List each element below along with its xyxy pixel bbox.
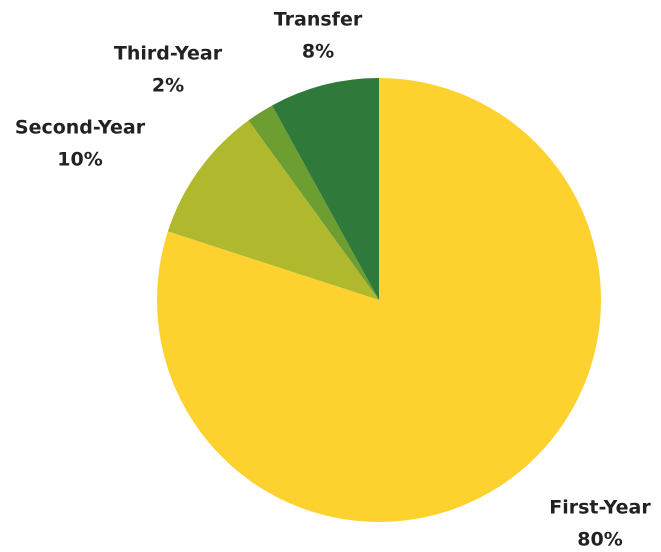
slice-value-label: 80% <box>577 529 622 551</box>
slice-label: Second-Year <box>15 117 146 139</box>
pie-slice <box>156 78 601 523</box>
slice-label: First-Year <box>549 497 651 519</box>
slice-label: Third-Year <box>114 43 223 65</box>
pie-slice <box>272 78 379 300</box>
slice-label: Transfer <box>274 9 363 31</box>
slice-value-label: 2% <box>152 75 184 97</box>
slice-value-label: 8% <box>302 41 334 63</box>
pie-slice <box>248 105 379 300</box>
slice-value-label: 10% <box>57 149 102 171</box>
pie-slice <box>167 120 379 300</box>
